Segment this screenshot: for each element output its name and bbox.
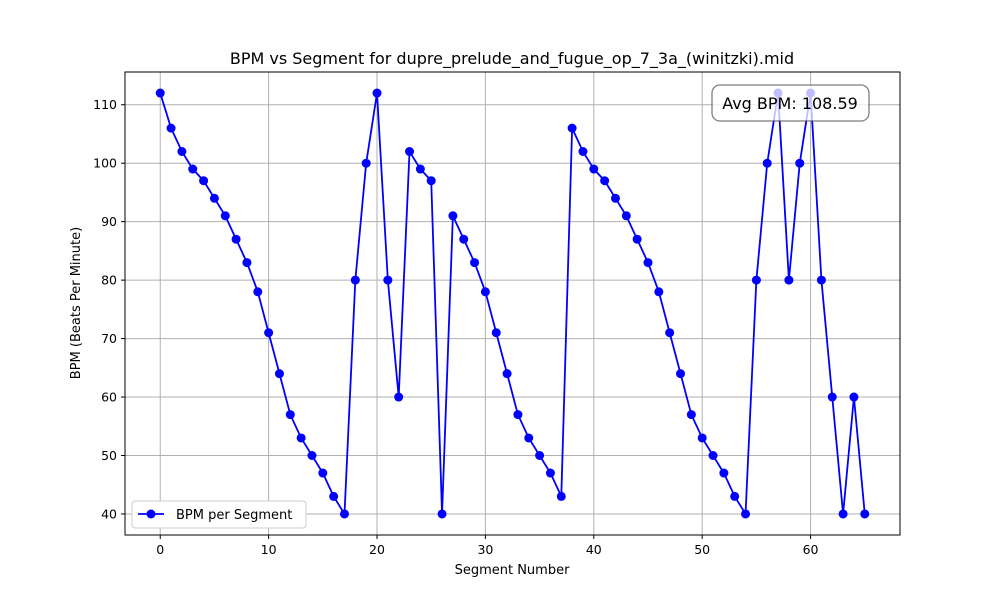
x-axis-label: Segment Number (455, 563, 571, 578)
data-point (253, 287, 263, 297)
data-point (199, 176, 209, 186)
data-point (632, 234, 642, 244)
data-point (177, 147, 187, 157)
data-point (535, 450, 545, 460)
y-tick-label: 100 (93, 156, 117, 171)
data-point (827, 392, 837, 402)
data-point (220, 211, 230, 221)
data-point (480, 287, 490, 297)
data-point (264, 328, 274, 338)
data-point (350, 275, 360, 285)
data-point (816, 275, 826, 285)
y-tick-label: 50 (101, 448, 117, 463)
data-point (708, 450, 718, 460)
x-tick-label: 20 (369, 542, 385, 557)
data-point (697, 433, 707, 443)
data-point (296, 433, 306, 443)
data-point (784, 275, 794, 285)
data-point (318, 468, 328, 478)
data-point (600, 176, 610, 186)
data-point (470, 258, 480, 268)
x-tick-label: 60 (803, 542, 819, 557)
data-point (849, 392, 859, 402)
data-point (730, 491, 740, 501)
avg-bpm-text: Avg BPM: 108.59 (722, 94, 858, 113)
chart-title: BPM vs Segment for dupre_prelude_and_fug… (230, 49, 794, 69)
data-point (719, 468, 729, 478)
data-point (437, 509, 447, 519)
data-point (155, 88, 165, 98)
y-tick-label: 40 (101, 506, 117, 521)
data-point (502, 369, 512, 379)
legend-marker-swatch (146, 509, 156, 519)
data-point (242, 258, 252, 268)
data-point (491, 328, 501, 338)
avg-bpm-box (711, 84, 870, 122)
data-point (448, 211, 458, 221)
data-point (459, 234, 469, 244)
data-point (405, 147, 415, 157)
data-point (274, 369, 284, 379)
y-axis-label: BPM (Beats Per Minute) (69, 227, 84, 379)
data-point (643, 258, 653, 268)
data-point (426, 176, 436, 186)
axis-ticks: 0 10 20 30 40 50 60 40 50 60 70 80 90 100 110 (93, 97, 818, 557)
data-point (209, 193, 219, 203)
data-point (545, 468, 555, 478)
y-tick-label: 110 (93, 97, 117, 112)
data-point (372, 88, 382, 98)
x-tick-label: 0 (156, 542, 164, 557)
data-point (567, 123, 577, 133)
grid-lines (125, 72, 900, 535)
legend-box (131, 500, 307, 529)
data-point (665, 328, 675, 338)
y-tick-label: 80 (101, 273, 117, 288)
data-point (838, 509, 848, 519)
avg-bpm-annotation: Avg BPM: 108.59 (711, 84, 870, 122)
data-point (676, 369, 686, 379)
x-tick-label: 30 (477, 542, 493, 557)
x-tick-label: 10 (261, 542, 277, 557)
data-point (394, 392, 404, 402)
y-tick-label: 70 (101, 331, 117, 346)
data-point (166, 123, 176, 133)
data-point (795, 158, 805, 168)
data-point (751, 275, 761, 285)
series-bpm-per-segment (155, 88, 870, 519)
series-line (159, 92, 866, 517)
data-point (329, 491, 339, 501)
data-point (339, 509, 349, 519)
data-point (741, 509, 751, 519)
legend-label: BPM per Segment (176, 508, 292, 523)
plot-frame (124, 71, 901, 536)
data-point (610, 193, 620, 203)
data-point (415, 164, 425, 174)
data-point (285, 410, 295, 420)
data-point (762, 158, 772, 168)
data-point (578, 147, 588, 157)
legend: BPM per Segment (131, 500, 307, 529)
x-tick-label: 50 (694, 542, 710, 557)
y-tick-label: 90 (101, 214, 117, 229)
data-point (513, 410, 523, 420)
data-point (621, 211, 631, 221)
data-point (556, 491, 566, 501)
data-point (188, 164, 198, 174)
y-tick-label: 60 (101, 390, 117, 405)
data-point (686, 410, 696, 420)
data-point (860, 509, 870, 519)
data-point (231, 234, 241, 244)
x-tick-label: 40 (586, 542, 602, 557)
data-point (361, 158, 371, 168)
data-point (524, 433, 534, 443)
data-point (307, 450, 317, 460)
data-point (383, 275, 393, 285)
data-point (589, 164, 599, 174)
data-point (654, 287, 664, 297)
